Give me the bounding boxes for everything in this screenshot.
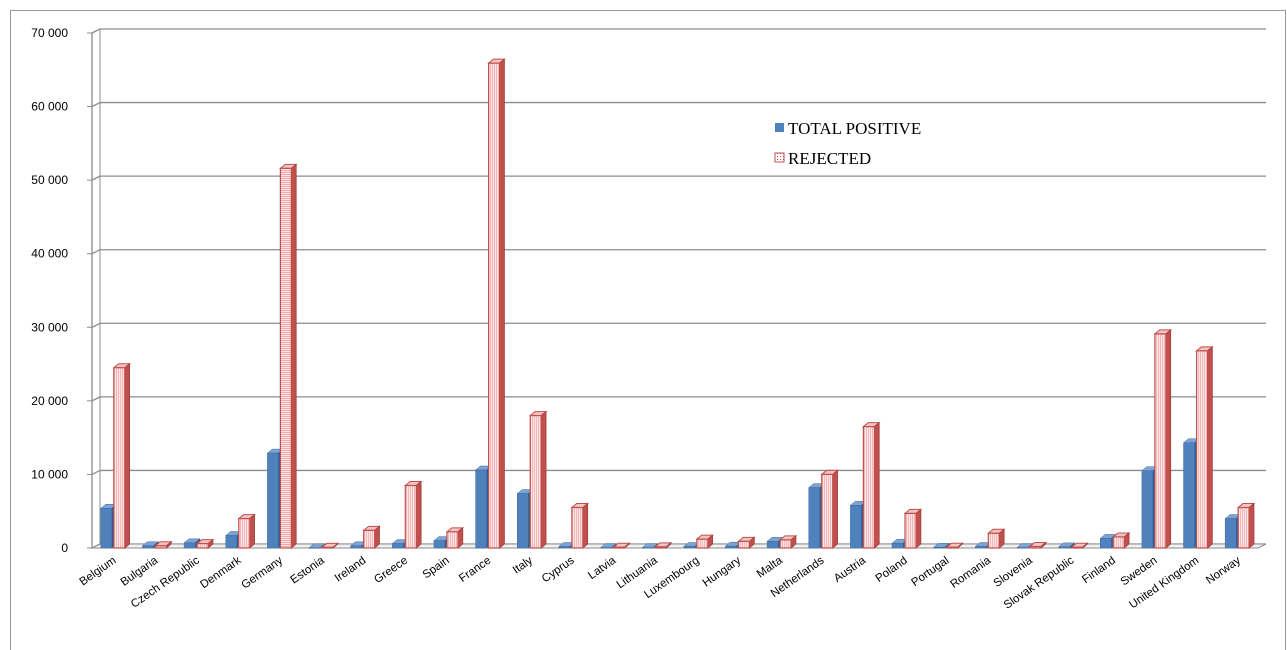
bar-rejected-12 (612, 542, 631, 549)
bar-rejected-21 (986, 528, 1006, 549)
bar-total-positive-23 (1057, 542, 1076, 549)
y-tick-label: 20 000 (31, 394, 68, 408)
y-tick-label: 40 000 (31, 247, 68, 261)
x-category-label: Greece (372, 555, 410, 586)
bar-total-positive-13 (641, 543, 659, 549)
y-tick-label: 0 (61, 541, 68, 555)
gridline-depth (91, 469, 101, 476)
x-category-label: Belgium (78, 555, 119, 589)
x-category-label: Norway (1204, 554, 1243, 586)
x-category-label: France (457, 555, 493, 585)
y-tick-label: 50 000 (31, 173, 68, 187)
x-category-label: Ireland (333, 555, 369, 585)
bar-rejected-2 (195, 538, 215, 549)
x-category-label: Latvia (586, 554, 619, 582)
bar-rejected-24 (1111, 532, 1131, 549)
bar-total-positive-22 (1016, 543, 1034, 549)
x-category-label: Malta (755, 554, 785, 580)
y-tick-label: 10 000 (31, 467, 68, 481)
bar-rejected-1 (154, 540, 173, 549)
bar-rejected-25 (1153, 329, 1173, 549)
x-category-label: United Kingdom (1127, 555, 1201, 612)
bar-rejected-14 (695, 534, 715, 549)
y-tick-label: 30 000 (31, 320, 68, 334)
axes (87, 29, 1267, 549)
bar-rejected-13 (653, 542, 673, 549)
bar-total-positive-5 (308, 543, 326, 549)
x-category-label: Portugal (909, 555, 951, 589)
bar-rejected-23 (1070, 542, 1089, 549)
bar-rejected-8 (445, 526, 465, 549)
x-category-label: Germany (239, 554, 285, 591)
legend-swatch-rejected (774, 152, 785, 163)
gridline-depth (91, 249, 101, 255)
bar-rejected-22 (1028, 541, 1048, 549)
x-category-label: Finland (1080, 555, 1118, 586)
y-tick-label: 70 000 (31, 26, 68, 40)
x-category-label: Spain (421, 555, 452, 582)
bar-rejected-19 (903, 508, 923, 549)
bar-rejected-16 (778, 535, 798, 549)
bar-rejected-11 (570, 502, 590, 549)
gridline-depth (91, 101, 101, 108)
x-category-label: Italy (511, 554, 535, 576)
legend: TOTAL POSITIVE REJECTED (774, 119, 921, 168)
bar-total-positive-20 (932, 542, 951, 549)
bar-rejected-26 (1195, 345, 1214, 549)
x-category-label: Cyprus (540, 554, 577, 585)
x-category-label: Denmark (198, 554, 243, 591)
bar-rejected-4 (279, 163, 298, 549)
bar-total-positive-8 (433, 536, 451, 549)
bar-rejected-27 (1236, 502, 1256, 549)
x-category-label: Austria (832, 554, 869, 585)
bar-rejected-6 (362, 525, 381, 549)
legend-label-rejected: REJECTED (788, 149, 871, 168)
bar-rejected-3 (237, 513, 256, 549)
bar-rejected-9 (487, 58, 506, 549)
gridline-depth (91, 175, 101, 181)
gridline-depth (91, 28, 101, 34)
x-category-label: Poland (874, 555, 910, 585)
gridline-depth (91, 396, 101, 402)
bar-rejected-10 (528, 410, 548, 549)
x-category-label: Slovak Republic (1002, 554, 1077, 611)
y-tick-label: 60 000 (31, 100, 68, 114)
bar-total-positive-12 (599, 543, 618, 549)
bar-chart: 0 10 000 20 000 30 000 40 000 50 000 60 000 70 … (31, 26, 1267, 612)
gridline-depth (91, 322, 101, 328)
bar-rejected-15 (737, 536, 756, 549)
axis-labels: 0 10 000 20 000 30 000 40 000 50 000 60 000 70 … (31, 26, 1243, 612)
x-category-label: Romania (948, 554, 993, 591)
x-category-label: Estonia (288, 554, 327, 586)
bar-total-positive-2 (183, 538, 201, 549)
bar-rejected-5 (320, 542, 340, 549)
legend-label-total-positive: TOTAL POSITIVE (788, 119, 921, 138)
bar-rejected-18 (862, 421, 881, 549)
x-category-label: Hungary (701, 554, 744, 589)
bar-rejected-7 (403, 480, 423, 549)
legend-swatch-total-positive (775, 123, 784, 132)
bars (100, 58, 1256, 549)
bar-rejected-20 (945, 542, 964, 549)
bar-rejected-0 (112, 362, 132, 549)
bar-rejected-17 (820, 469, 839, 549)
